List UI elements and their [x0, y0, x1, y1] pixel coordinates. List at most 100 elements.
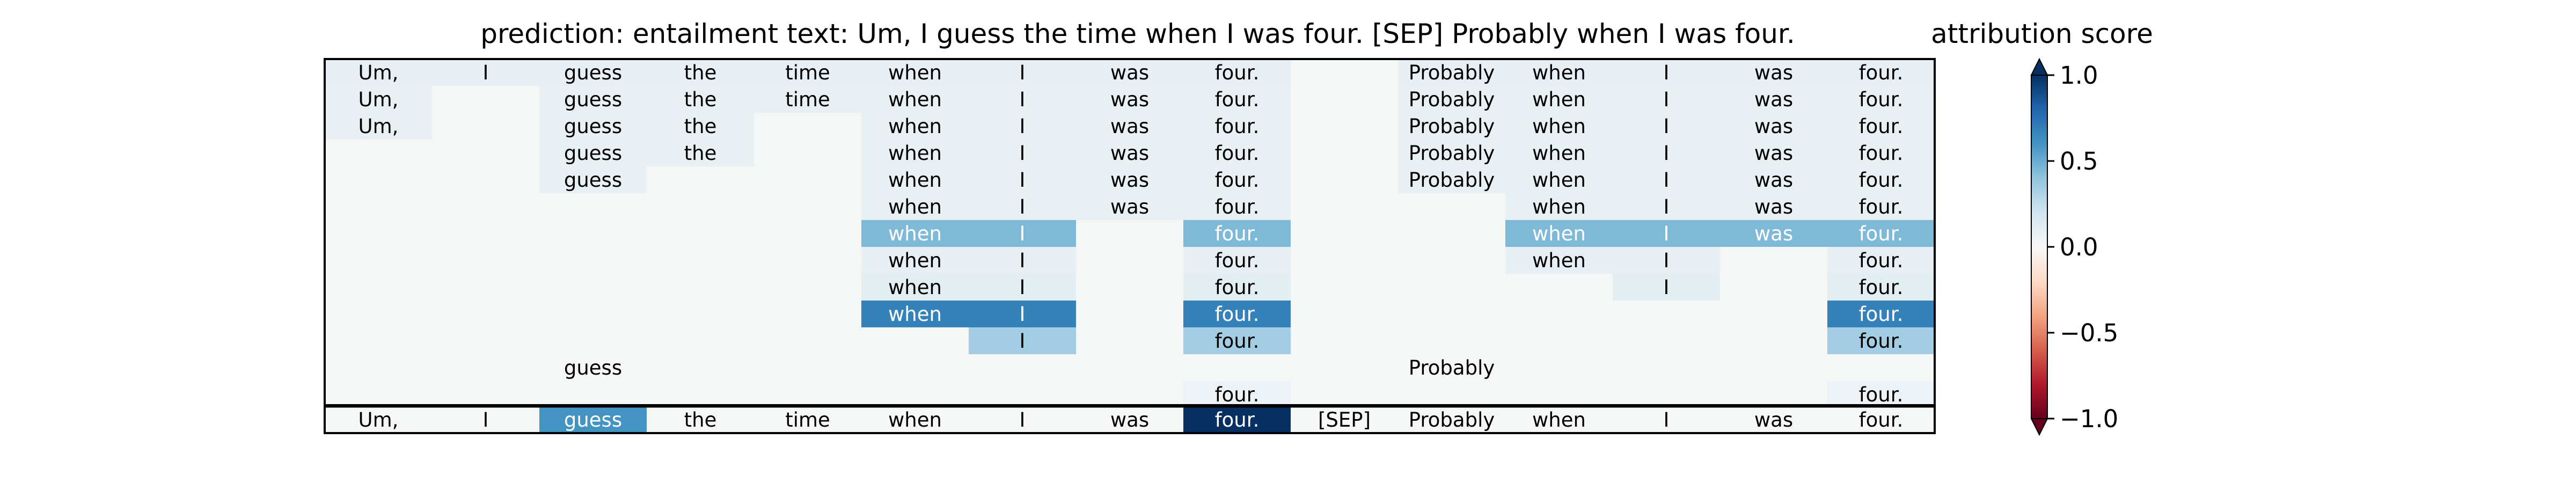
heatmap-cell — [969, 327, 1076, 354]
heatmap-cell — [1613, 220, 1720, 247]
heatmap-cell — [432, 166, 539, 193]
heatmap-cell — [1505, 301, 1613, 327]
heatmap-token-label: four. — [1215, 88, 1260, 111]
heatmap-token-label: four. — [1859, 383, 1904, 406]
heatmap-cell — [647, 59, 754, 86]
heatmap-cell — [861, 301, 969, 327]
heatmap-cell — [1505, 86, 1613, 113]
heatmap-cell — [539, 247, 647, 274]
heatmap-token-label: guess — [564, 88, 622, 111]
heatmap-cell — [754, 113, 861, 140]
heatmap-cell — [1827, 381, 1935, 408]
heatmap-token-label: I — [1020, 61, 1026, 84]
heatmap-cell — [1398, 220, 1505, 247]
heatmap-token-label: was — [1110, 115, 1149, 138]
heatmap-cell — [325, 247, 432, 274]
attribution-cell — [1291, 406, 1398, 433]
heatmap-token-label: four. — [1215, 383, 1260, 406]
heatmap-cell — [1505, 113, 1613, 140]
heatmap-cell — [754, 193, 861, 220]
heatmap-cell — [1720, 59, 1827, 86]
heatmap-cell — [647, 327, 754, 354]
heatmap-cell — [1291, 381, 1398, 408]
heatmap-cell — [1291, 301, 1398, 327]
heatmap-cell — [754, 354, 861, 381]
heatmap-cell — [1720, 301, 1827, 327]
heatmap-cell — [1076, 113, 1183, 140]
heatmap-cell — [969, 166, 1076, 193]
heatmap-cell — [861, 166, 969, 193]
heatmap-cell — [1291, 220, 1398, 247]
heatmap-token-label: was — [1754, 222, 1793, 245]
heatmap-token-label: when — [1532, 88, 1586, 111]
heatmap-token-label: four. — [1859, 249, 1904, 272]
heatmap-cell — [432, 354, 539, 381]
heatmap-cell — [432, 59, 539, 86]
heatmap-token-label: I — [1020, 276, 1026, 299]
colorbar-extend-top — [2030, 57, 2048, 76]
heatmap-token-label: I — [1664, 276, 1670, 299]
heatmap-cell — [647, 354, 754, 381]
heatmap-cell — [1398, 166, 1505, 193]
heatmap-cell — [1398, 381, 1505, 408]
heatmap-cell — [861, 247, 969, 274]
heatmap-cell — [1183, 354, 1291, 381]
heatmap-cell — [539, 354, 647, 381]
heatmap-token-label: was — [1110, 61, 1149, 84]
heatmap-cell — [1720, 274, 1827, 301]
colorbar-label: attribution score — [1931, 18, 2153, 49]
heatmap-cell — [1720, 140, 1827, 166]
heatmap-token-label: Um, — [358, 88, 399, 111]
heatmap-cell — [754, 274, 861, 301]
heatmap-token-label: four. — [1215, 330, 1260, 353]
attribution-token-label: guess — [564, 408, 622, 431]
heatmap-cell — [1398, 113, 1505, 140]
heatmap-cell — [325, 166, 432, 193]
heatmap-token-label: four. — [1859, 195, 1904, 218]
heatmap-cell — [432, 113, 539, 140]
heatmap-token-label: when — [888, 169, 942, 192]
attribution-cell — [861, 406, 969, 433]
heatmap-cell — [754, 140, 861, 166]
heatmap-cell — [1183, 301, 1291, 327]
heatmap-cell — [1613, 381, 1720, 408]
heatmap-token-label: when — [1532, 61, 1586, 84]
heatmap-token-label: I — [1020, 222, 1026, 245]
heatmap-token-label: when — [1532, 249, 1586, 272]
heatmap-token-label: Um, — [358, 61, 399, 84]
heatmap-cell — [647, 113, 754, 140]
heatmap-cell — [1398, 354, 1505, 381]
heatmap-cell — [1076, 354, 1183, 381]
heatmap-cell — [1398, 247, 1505, 274]
heatmap-cell — [539, 86, 647, 113]
heatmap-cell — [1827, 193, 1935, 220]
heatmap-cell — [861, 327, 969, 354]
heatmap-cell — [1076, 327, 1183, 354]
heatmap-token-label: Um, — [358, 115, 399, 138]
heatmap-token-label: four. — [1215, 303, 1260, 326]
heatmap-token-label: four. — [1215, 249, 1260, 272]
heatmap-token-label: when — [888, 115, 942, 138]
heatmap-token-label: I — [1020, 142, 1026, 165]
heatmap-token-label: when — [888, 249, 942, 272]
heatmap-cell — [325, 354, 432, 381]
heatmap-cell — [1398, 59, 1505, 86]
heatmap-cell — [1613, 327, 1720, 354]
heatmap-cell — [1827, 113, 1935, 140]
heatmap-cell — [1076, 301, 1183, 327]
heatmap-token-label: when — [888, 195, 942, 218]
heatmap-token-label: I — [1664, 88, 1670, 111]
heatmap-token-label: I — [1664, 169, 1670, 192]
heatmap-cell — [1505, 220, 1613, 247]
heatmap-token-label: guess — [564, 356, 622, 379]
heatmap-token-label: when — [888, 222, 942, 245]
heatmap-cell — [1291, 166, 1398, 193]
heatmap-cell — [1827, 59, 1935, 86]
colorbar — [2030, 57, 2048, 436]
heatmap-cell — [1827, 301, 1935, 327]
heatmap-cell — [539, 59, 647, 86]
heatmap-cell — [432, 193, 539, 220]
heatmap-cell — [432, 274, 539, 301]
heatmap-cell — [754, 381, 861, 408]
heatmap-token-label: I — [1020, 115, 1026, 138]
